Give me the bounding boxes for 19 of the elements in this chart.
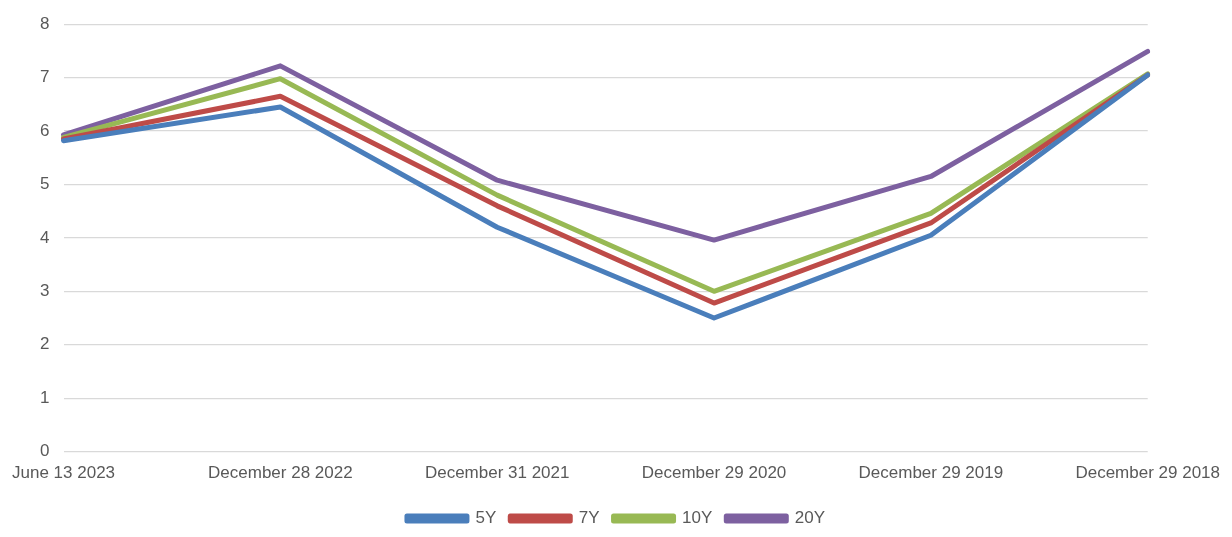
- x-tick-label: December 29 2020: [641, 463, 787, 483]
- y-tick-label: 3: [40, 281, 50, 301]
- x-tick-label: December 31 2021: [424, 463, 570, 483]
- x-tick-label: December 29 2018: [1075, 463, 1220, 483]
- y-tick-label: 1: [40, 387, 50, 407]
- y-tick-label: 5: [40, 174, 50, 194]
- x-tick-label: December 28 2022: [208, 463, 353, 483]
- y-tick-label: 6: [40, 120, 50, 140]
- y-tick-label: 2: [40, 334, 50, 354]
- legend-label: 5Y: [475, 508, 497, 528]
- x-tick-label: June 13 2023: [12, 463, 116, 483]
- y-tick-label: 0: [40, 441, 50, 461]
- y-tick-label: 8: [40, 13, 50, 33]
- y-tick-label: 7: [40, 67, 50, 87]
- x-tick-label: December 29 2019: [858, 463, 1004, 483]
- legend-label: 7Y: [578, 508, 600, 528]
- y-tick-label: 4: [40, 227, 50, 247]
- legend-label: 10Y: [682, 508, 713, 528]
- legend-label: 20Y: [794, 508, 826, 528]
